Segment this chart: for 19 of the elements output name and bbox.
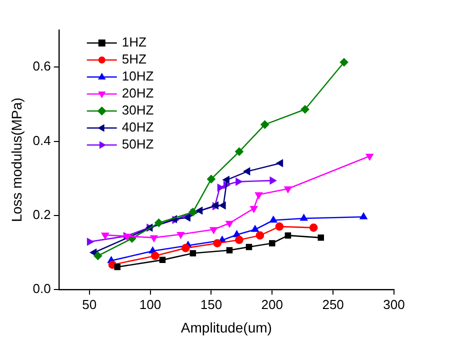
x-axis-title: Amplitude(um) xyxy=(180,319,272,336)
y-tick-label: 0.6 xyxy=(32,58,51,74)
x-tick-label: 200 xyxy=(261,296,283,312)
legend-label: 30HZ xyxy=(122,102,154,118)
y-tick-label: 0.0 xyxy=(32,281,51,296)
x-tick-label: 250 xyxy=(322,296,344,312)
legend-label: 10HZ xyxy=(122,68,154,84)
legend-label: 50HZ xyxy=(122,136,154,152)
legend-label: 40HZ xyxy=(122,120,154,135)
y-tick-label: 0.2 xyxy=(32,207,51,222)
legend-label: 1HZ xyxy=(122,34,146,50)
x-tick-label: 300 xyxy=(383,296,405,312)
y-tick-label: 0.4 xyxy=(32,132,51,148)
legend-label: 5HZ xyxy=(122,52,146,67)
x-tick-label: 150 xyxy=(200,296,222,312)
y-axis-title: Loss modulus(MPa) xyxy=(8,98,24,222)
legend-label: 20HZ xyxy=(122,86,154,101)
x-tick-label: 100 xyxy=(139,296,162,312)
x-tick-label: 50 xyxy=(82,296,97,312)
